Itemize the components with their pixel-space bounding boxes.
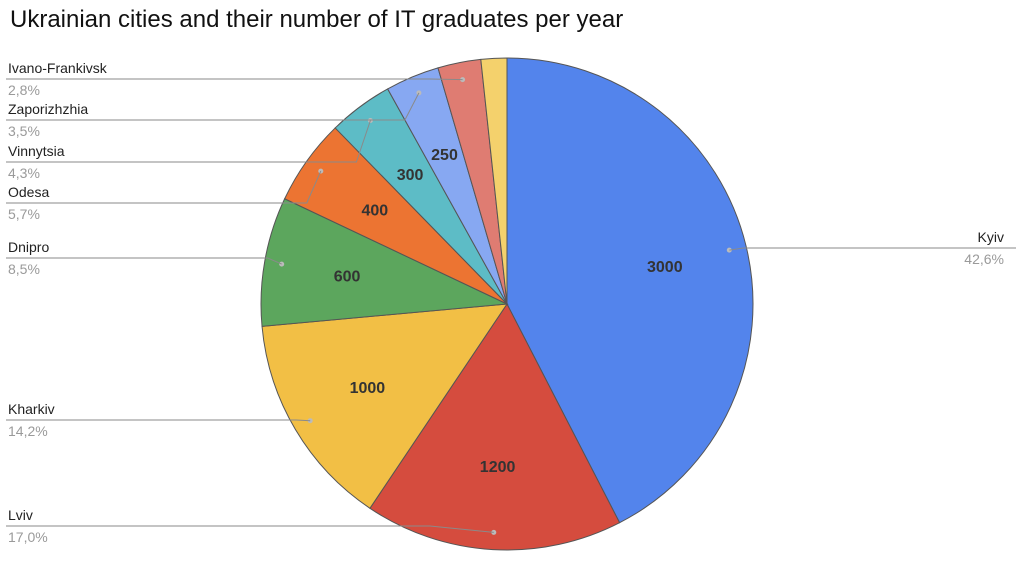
callout-line <box>6 78 463 81</box>
percent-label: 2,8% <box>8 82 40 98</box>
pie-slice-lviv <box>369 303 621 551</box>
callout-kyiv: Kyiv 42,6% <box>726 229 1016 267</box>
pie-slice-other <box>480 57 508 305</box>
city-label: Vinnytsia <box>8 143 65 159</box>
percent-label: 42,6% <box>964 251 1004 267</box>
value-label: 600 <box>334 269 361 286</box>
city-label: Lviv <box>8 507 33 523</box>
pie-slice-kyiv <box>506 57 754 524</box>
callout-line <box>6 120 371 163</box>
callout-line <box>6 525 494 533</box>
value-label: 3000 <box>647 259 683 276</box>
city-label: Kyiv <box>978 229 1004 245</box>
callout-ivano-frankivsk: Ivano-Frankivsk 2,8% <box>6 60 466 98</box>
city-label: Odesa <box>8 184 49 200</box>
city-label: Dnipro <box>8 239 49 255</box>
callout-dnipro: Dnipro 8,5% <box>6 239 285 277</box>
percent-label: 4,3% <box>8 165 40 181</box>
city-label: Kharkiv <box>8 401 55 417</box>
callout-line <box>6 170 322 204</box>
callout-line <box>6 257 282 265</box>
callout-zaporizhzhia: Zaporizhzhia 3,5% <box>6 90 422 139</box>
percent-label: 17,0% <box>8 529 48 545</box>
callout-line <box>6 92 420 121</box>
value-label: 300 <box>397 167 424 184</box>
callout-line <box>6 419 311 422</box>
value-label: 1200 <box>480 459 516 476</box>
value-label: 250 <box>431 147 458 164</box>
value-label: 400 <box>361 203 388 220</box>
percent-label: 3,5% <box>8 123 40 139</box>
percent-label: 14,2% <box>8 423 48 439</box>
city-label: Zaporizhzhia <box>8 101 88 117</box>
callout-line <box>729 247 1016 251</box>
pie-slice-kharkiv <box>261 303 509 509</box>
callout-odesa: Odesa 5,7% <box>6 168 324 222</box>
value-label: 1000 <box>350 380 386 397</box>
percent-label: 8,5% <box>8 261 40 277</box>
city-label: Ivano-Frankivsk <box>8 60 108 76</box>
callout-lviv: Lviv 17,0% <box>6 507 497 545</box>
chart-title: Ukrainian cities and their number of IT … <box>10 6 624 33</box>
percent-label: 5,7% <box>8 206 40 222</box>
callout-kharkiv: Kharkiv 14,2% <box>6 401 313 439</box>
pie-slice-dnipro <box>260 198 509 327</box>
callout-vinnytsia: Vinnytsia 4,3% <box>6 118 373 181</box>
